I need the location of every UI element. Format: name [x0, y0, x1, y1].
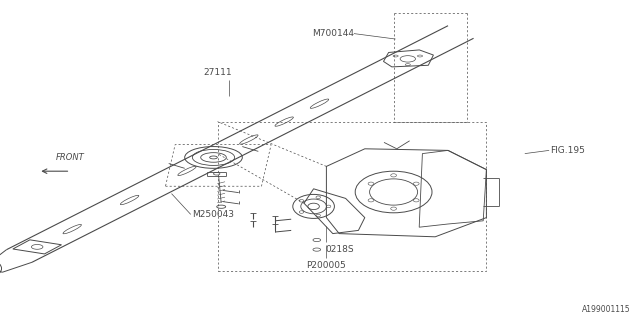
Text: M250043: M250043 [192, 210, 234, 219]
Text: FRONT: FRONT [56, 153, 84, 162]
Text: 0218S: 0218S [325, 245, 353, 254]
Text: A199001115: A199001115 [582, 305, 630, 314]
Text: M700144: M700144 [312, 29, 354, 38]
Text: P200005: P200005 [307, 261, 346, 270]
Text: FIG.195: FIG.195 [550, 146, 585, 155]
Text: 27111: 27111 [204, 68, 232, 77]
